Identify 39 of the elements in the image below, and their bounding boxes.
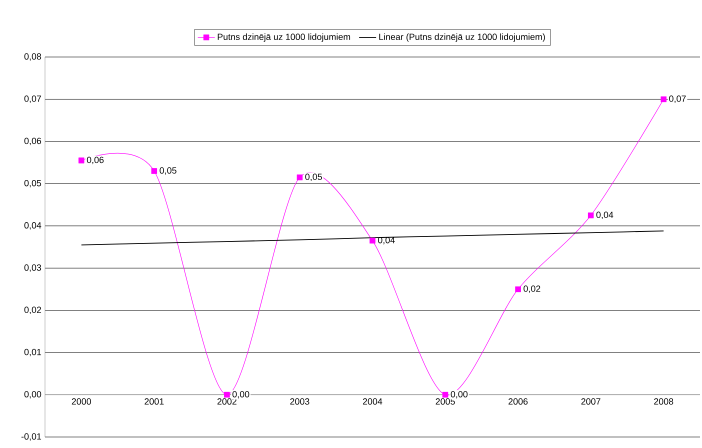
data-label: 0,00 <box>232 391 250 398</box>
data-label: 0,04 <box>596 212 614 220</box>
y-tick-label: 0,01 <box>24 348 42 356</box>
data-label: 0,05 <box>305 174 322 182</box>
data-label: 0,06 <box>86 156 104 164</box>
x-tick-label: 2003 <box>290 398 310 405</box>
point <box>224 392 230 398</box>
x-tick-label: 2006 <box>508 398 528 405</box>
x-tick-label: 2007 <box>581 398 600 405</box>
point <box>151 168 158 174</box>
point <box>588 212 594 218</box>
data-label: 0,04 <box>378 236 395 244</box>
y-tick-label: 0,03 <box>24 264 42 272</box>
point <box>296 174 303 180</box>
x-tick-label: 2008 <box>654 398 674 405</box>
point <box>442 392 448 398</box>
data-label: 0,05 <box>160 167 176 175</box>
x-tick-label: 2004 <box>362 398 382 405</box>
point <box>515 286 521 292</box>
legend-label: Putns dzinējā uz 1000 lidojumiem <box>218 33 350 42</box>
x-tick-label: 2005 <box>436 398 455 405</box>
y-tick-label: 0,04 <box>24 222 42 230</box>
data-label: 0,00 <box>450 391 468 398</box>
x-tick-label: 2000 <box>72 398 92 405</box>
point <box>78 158 84 164</box>
y-tick-label: 0,00 <box>24 391 42 398</box>
y-tick-label: 0,06 <box>24 138 42 146</box>
y-tick-label: 0,08 <box>24 53 42 61</box>
y-tick-label: 0,07 <box>24 96 42 103</box>
y-tick-label: -0,01 <box>21 433 42 441</box>
point <box>660 96 667 102</box>
y-tick-label: 0,02 <box>24 306 42 314</box>
data-label: 0,07 <box>669 96 686 103</box>
line-series <box>80 230 664 246</box>
legend-label: Linear (Putns dzinējā uz 1000 lidojumiem) <box>379 33 545 42</box>
y-tick-label: 0,05 <box>24 180 42 188</box>
data-label: 0,02 <box>524 286 540 293</box>
point <box>370 238 376 244</box>
x-tick-label: 2001 <box>144 398 164 405</box>
